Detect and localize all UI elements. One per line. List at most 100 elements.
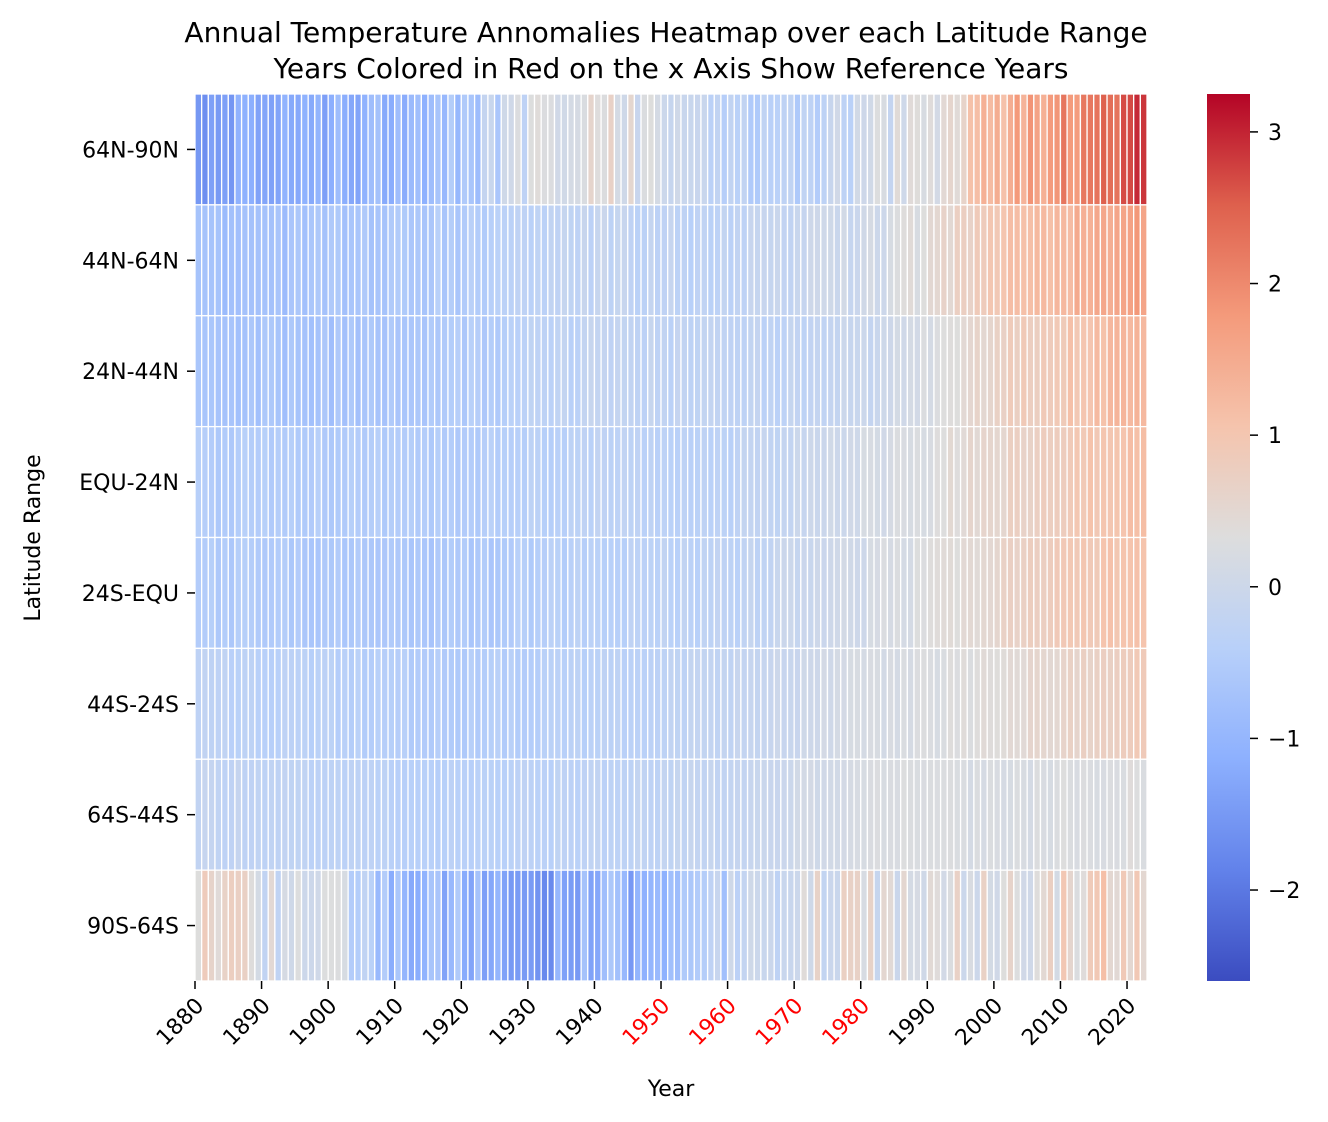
heatmap-cell [746, 425, 755, 539]
heatmap-cell [993, 536, 1002, 650]
heatmap-cell [1006, 758, 1015, 871]
heatmap-cell [573, 425, 582, 539]
heatmap-cell [500, 204, 509, 317]
heatmap-cell [640, 647, 649, 760]
colorbar-tick-label: 0 [1268, 576, 1282, 601]
heatmap-cell [793, 758, 802, 871]
heatmap-cell [920, 647, 928, 760]
heatmap-cell [360, 204, 369, 317]
heatmap-cell [227, 93, 236, 206]
heatmap-cell [420, 647, 429, 760]
heatmap-cell [1026, 647, 1035, 760]
heatmap-cell [926, 869, 935, 982]
heatmap-cell [946, 536, 955, 650]
heatmap-cell [793, 869, 802, 982]
heatmap-cell [886, 758, 895, 871]
heatmap-cell [480, 536, 489, 650]
heatmap-cell [926, 315, 935, 428]
heatmap-cell [1133, 93, 1141, 206]
heatmap-cell [826, 93, 835, 206]
heatmap-cell [1026, 93, 1035, 206]
heatmap-cell [786, 315, 795, 428]
heatmap-cell [467, 647, 476, 760]
heatmap-cell [1126, 758, 1135, 871]
heatmap-cell [307, 869, 316, 982]
heatmap-cell [567, 647, 576, 760]
heatmap-cell [220, 647, 229, 760]
heatmap-cell [1106, 93, 1115, 206]
heatmap-cell [254, 425, 263, 539]
heatmap-cell [860, 647, 869, 760]
heatmap-cell [660, 93, 669, 206]
heatmap-cell [979, 758, 988, 871]
heatmap-cell [686, 536, 695, 650]
heatmap-cell [820, 93, 829, 206]
heatmap-cell [933, 425, 942, 539]
heatmap-cell [314, 204, 323, 317]
heatmap-cell [959, 536, 968, 650]
heatmap-cell [440, 869, 449, 982]
heatmap-cell [959, 204, 968, 317]
heatmap-cell [260, 647, 269, 760]
heatmap-cell [700, 315, 709, 428]
heatmap-cell [1053, 869, 1062, 982]
heatmap-cell [846, 536, 855, 650]
heatmap-cell [633, 869, 642, 982]
heatmap-cell [1059, 315, 1068, 428]
heatmap-cell [254, 93, 263, 206]
heatmap-cell [627, 536, 636, 650]
heatmap-cell [287, 425, 296, 539]
heatmap-cell [1026, 758, 1035, 871]
heatmap-cell [407, 204, 416, 317]
heatmap-cell [620, 536, 629, 650]
heatmap-cell [300, 425, 309, 539]
heatmap-cell [613, 315, 622, 428]
y-tick-label: 24N-44N [82, 360, 179, 385]
heatmap-cell [214, 536, 223, 650]
heatmap-cell [407, 647, 416, 760]
heatmap-cell [234, 647, 243, 760]
heatmap-cell [553, 536, 562, 650]
heatmap-cell [886, 204, 895, 317]
heatmap-cell [939, 204, 948, 317]
heatmap-cell [966, 536, 975, 650]
heatmap-cell [926, 204, 935, 317]
heatmap-cell [1073, 425, 1082, 539]
heatmap-cell [1099, 758, 1108, 871]
heatmap-cell [933, 758, 942, 871]
heatmap-cell [1059, 425, 1068, 539]
heatmap-cell [826, 536, 835, 650]
heatmap-cell [420, 93, 429, 206]
heatmap-cell [587, 315, 596, 428]
heatmap-cell [886, 315, 895, 428]
heatmap-cell [840, 647, 849, 760]
heatmap-cell [760, 758, 769, 871]
heatmap-cell [620, 315, 629, 428]
heatmap-cell [720, 758, 729, 871]
heatmap-cell [946, 204, 955, 317]
heatmap-cell [720, 315, 729, 428]
heatmap-cell [726, 647, 735, 760]
heatmap-cell [1073, 647, 1082, 760]
heatmap-cell [1039, 425, 1048, 539]
heatmap-cell [374, 647, 383, 760]
heatmap-cell [280, 869, 289, 982]
heatmap-cell [1046, 647, 1055, 760]
heatmap-cell [387, 758, 396, 871]
heatmap-cell [840, 204, 849, 317]
heatmap-cell [726, 425, 735, 539]
heatmap-cell [1026, 204, 1035, 317]
heatmap-cell [713, 758, 722, 871]
heatmap-cell [453, 315, 462, 428]
heatmap-cell [207, 425, 216, 539]
heatmap-cell [1033, 93, 1042, 206]
heatmap-cell [547, 758, 556, 871]
heatmap-cell [487, 647, 496, 760]
heatmap-cell [1139, 315, 1148, 428]
heatmap-cell [340, 204, 349, 317]
heatmap-cell [840, 758, 849, 871]
heatmap-cell [394, 536, 403, 650]
heatmap-cell [387, 536, 396, 650]
heatmap-cell [753, 647, 762, 760]
heatmap-cell [720, 204, 729, 317]
